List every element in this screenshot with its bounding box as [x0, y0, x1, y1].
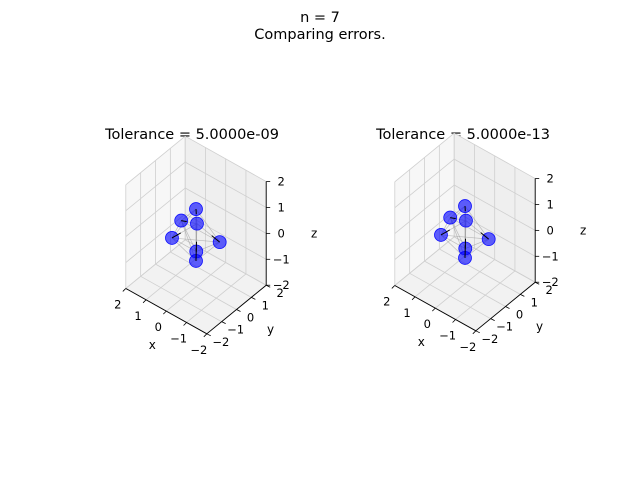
force-arrow	[440, 229, 450, 236]
x-tick-mark	[183, 322, 187, 326]
x-tick-mark	[142, 299, 147, 304]
edge-line	[181, 220, 220, 243]
z-tick-label: 0	[547, 223, 554, 237]
grid-line	[394, 158, 455, 209]
y-tick-mark	[236, 309, 241, 312]
y-tick-label: 1	[262, 298, 269, 312]
grid-line	[454, 158, 536, 205]
force-arrow	[211, 235, 221, 243]
x-tick-label: −2	[190, 343, 207, 357]
grid-line	[155, 263, 237, 310]
z-axis-label: z	[580, 223, 586, 237]
grid-line	[424, 260, 506, 307]
y-tick-label: −2	[212, 335, 229, 349]
z-tick-label: 1	[547, 197, 554, 211]
grid-line	[185, 161, 267, 208]
z-tick-label: 0	[278, 226, 285, 240]
grid-line	[170, 251, 252, 298]
z-tick-label: −2	[542, 275, 559, 289]
z-tick-label: −1	[273, 252, 290, 266]
y-tick-mark	[206, 333, 211, 337]
y-tick-mark	[221, 321, 226, 325]
y-tick-label: 0	[516, 308, 523, 322]
z-tick-label: 2	[278, 175, 285, 189]
y-tick-mark	[520, 294, 525, 297]
x-tick-mark	[163, 310, 167, 315]
grid-line	[394, 236, 455, 286]
grid-line	[394, 132, 455, 183]
grid-line	[125, 135, 186, 186]
x-tick-mark	[452, 319, 456, 323]
z-tick-label: 1	[278, 200, 285, 214]
x-tick-label: 0	[424, 317, 431, 331]
y-tick-mark	[475, 330, 480, 334]
x-axis-label: x	[149, 338, 156, 352]
y-tick-mark	[535, 281, 540, 285]
subplot-title: Tolerance = 5.0000e-09	[104, 127, 279, 143]
y-axis-label: y	[536, 320, 543, 334]
grid-line	[125, 161, 186, 212]
y-tick-label: 0	[247, 311, 254, 325]
grid-line	[125, 187, 186, 237]
x-tick-label: −1	[439, 328, 456, 342]
grid-line	[454, 132, 536, 179]
data-point	[190, 216, 204, 231]
x-tick-label: 2	[114, 297, 121, 311]
z-tick-label: 2	[547, 172, 554, 186]
grid-line	[185, 187, 267, 234]
grid-line	[454, 184, 536, 231]
y-tick-label: 1	[531, 295, 538, 309]
x-tick-label: 1	[403, 306, 410, 320]
y-axis-label: y	[267, 323, 274, 337]
y-tick-label: −1	[227, 323, 244, 337]
y-tick-label: −1	[496, 320, 513, 334]
x-tick-mark	[391, 285, 396, 289]
y-tick-label: −2	[481, 332, 498, 346]
edge-line	[450, 217, 489, 240]
y-tick-mark	[490, 318, 495, 322]
subplot-tolerance-5e-09: Tolerance = 5.0000e-09−2−2−2−1−1−1000111…	[104, 127, 317, 357]
x-tick-mark	[203, 333, 208, 338]
force-arrow	[181, 220, 187, 223]
x-tick-mark	[472, 330, 477, 335]
x-tick-label: 2	[383, 294, 390, 308]
figure-subtitle: Comparing errors.	[254, 27, 385, 43]
force-arrow	[450, 217, 456, 220]
subplot-title: Tolerance = 5.0000e-13	[375, 127, 550, 143]
x-tick-label: −2	[459, 340, 476, 354]
x-tick-label: 1	[134, 309, 141, 323]
force-arrow	[171, 232, 181, 239]
z-tick-label: −2	[273, 278, 290, 292]
y-tick-label: 2	[546, 283, 553, 297]
grid-line	[439, 248, 521, 295]
grid-line	[125, 239, 186, 289]
z-axis-label: z	[311, 226, 317, 240]
edge-line	[440, 234, 489, 240]
x-tick-mark	[432, 307, 436, 312]
figure-title: n = 7	[300, 10, 340, 26]
x-tick-mark	[411, 296, 416, 301]
grid-line	[185, 135, 267, 182]
grid-line	[394, 184, 455, 234]
y-tick-mark	[266, 284, 271, 288]
y-tick-label: 2	[277, 286, 284, 300]
data-point	[459, 213, 473, 228]
force-arrow	[480, 232, 490, 240]
y-tick-mark	[505, 306, 510, 309]
x-tick-label: −1	[170, 331, 187, 345]
x-tick-mark	[122, 288, 127, 292]
z-tick-label: −1	[542, 249, 559, 263]
edge-line	[171, 237, 220, 243]
x-axis-label: x	[418, 335, 425, 349]
subplot-tolerance-5e-13: Tolerance = 5.0000e-13−2−2−2−1−1−1000111…	[375, 127, 586, 354]
x-tick-label: 0	[155, 320, 162, 334]
y-tick-mark	[251, 297, 256, 300]
